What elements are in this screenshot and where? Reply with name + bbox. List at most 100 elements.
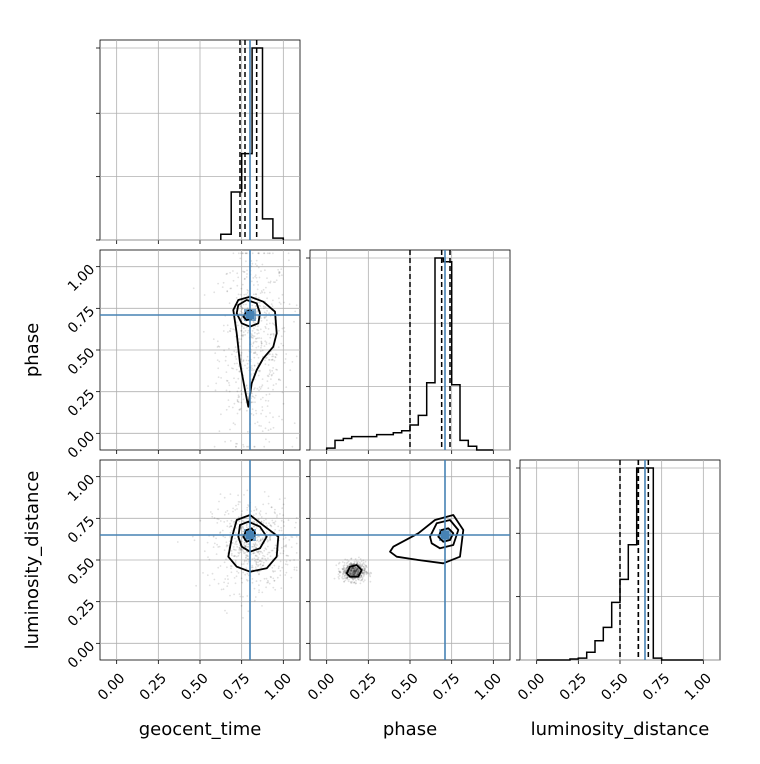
scatter-phase-geocent_time-point bbox=[241, 299, 244, 302]
y-lum-ytick-label-3: 0.75 bbox=[65, 513, 98, 546]
scatter-lum-phase-point bbox=[352, 573, 354, 575]
x-lum-xtick-label-0: 0.00 bbox=[515, 670, 548, 703]
scatter-phase-geocent_time-point bbox=[229, 330, 232, 333]
scatter-lum-phase-point bbox=[361, 563, 364, 566]
scatter-phase-geocent_time-point bbox=[256, 332, 259, 335]
scatter-lum-geocent_time-point bbox=[246, 555, 249, 557]
scatter-phase-geocent_time-point bbox=[270, 378, 272, 380]
scatter-lum-phase-point bbox=[346, 578, 349, 581]
scatter-lum-phase-point bbox=[356, 571, 359, 574]
scatter-lum-phase-point bbox=[365, 573, 368, 576]
scatter-phase-geocent_time-point bbox=[241, 334, 244, 337]
scatter-phase-geocent_time-point bbox=[260, 342, 263, 345]
scatter-lum-phase-point bbox=[351, 569, 354, 572]
scatter-lum-phase-point bbox=[345, 574, 348, 577]
scatter-lum-phase-point bbox=[350, 569, 352, 572]
scatter-lum-geocent_time-point bbox=[238, 552, 241, 555]
scatter-lum-phase-point bbox=[354, 570, 357, 573]
scatter-lum-phase-point bbox=[355, 582, 357, 585]
scatter-phase-geocent_time-point bbox=[258, 252, 260, 255]
scatter-lum-phase-point bbox=[355, 569, 358, 572]
scatter-lum-geocent_time-point bbox=[276, 514, 278, 516]
scatter-phase-geocent_time-point bbox=[261, 378, 264, 380]
scatter-lum-phase-point bbox=[356, 566, 358, 569]
scatter-lum-geocent_time-point bbox=[270, 576, 272, 579]
scatter-lum-phase-point bbox=[338, 577, 340, 580]
scatter-lum-phase-point bbox=[365, 564, 368, 567]
scatter-lum-geocent_time-point bbox=[283, 525, 285, 527]
scatter-phase-geocent_time-point bbox=[240, 389, 243, 392]
scatter-lum-geocent_time-point bbox=[261, 605, 263, 607]
scatter-lum-geocent_time-point bbox=[291, 536, 294, 539]
scatter-phase-geocent_time-point bbox=[283, 330, 286, 333]
scatter-phase-geocent_time-point bbox=[237, 252, 240, 255]
scatter-lum-geocent_time-point bbox=[261, 557, 263, 560]
scatter-lum-geocent_time-point bbox=[246, 509, 249, 511]
scatter-phase-geocent_time-point bbox=[245, 385, 248, 387]
scatter-phase-geocent_time-point bbox=[260, 341, 263, 344]
scatter-phase-geocent_time-point bbox=[251, 392, 253, 395]
scatter-phase-geocent_time-point bbox=[258, 386, 261, 388]
scatter-phase-geocent_time-point bbox=[217, 282, 220, 285]
scatter-lum-geocent_time-point bbox=[237, 516, 240, 519]
scatter-phase-geocent_time-point bbox=[256, 315, 259, 318]
scatter-phase-geocent_time-point bbox=[220, 413, 222, 416]
scatter-lum-geocent_time-point bbox=[242, 526, 244, 529]
scatter-phase-geocent_time-point bbox=[267, 281, 270, 284]
scatter-lum-geocent_time-point bbox=[239, 549, 242, 552]
scatter-phase-geocent_time-point bbox=[232, 367, 235, 370]
scatter-lum-geocent_time-point bbox=[238, 547, 241, 550]
scatter-lum-phase-point bbox=[351, 570, 353, 573]
scatter-lum-geocent_time-point bbox=[267, 545, 269, 548]
scatter-lum-geocent_time-point bbox=[280, 529, 283, 532]
scatter-lum-geocent_time-point bbox=[235, 549, 237, 551]
scatter-phase-geocent_time-point bbox=[261, 384, 264, 387]
scatter-lum-phase-axes bbox=[306, 459, 511, 664]
scatter-lum-geocent_time-point bbox=[257, 518, 260, 520]
scatter-lum-geocent_time-point bbox=[245, 578, 248, 581]
scatter-phase-geocent_time-point bbox=[263, 307, 265, 310]
scatter-phase-geocent_time-point bbox=[246, 269, 248, 272]
scatter-lum-phase-point bbox=[343, 575, 346, 578]
scatter-lum-geocent_time-point bbox=[255, 547, 258, 549]
scatter-lum-geocent_time-point bbox=[230, 550, 233, 552]
scatter-lum-phase-point bbox=[344, 572, 347, 574]
scatter-phase-geocent_time-point bbox=[251, 330, 254, 332]
scatter-lum-phase-point bbox=[348, 572, 350, 575]
scatter-lum-phase-point bbox=[368, 572, 371, 575]
scatter-lum-geocent_time-point bbox=[237, 572, 240, 574]
scatter-lum-phase-point bbox=[355, 560, 358, 563]
scatter-lum-geocent_time-point bbox=[245, 567, 248, 570]
scatter-lum-phase-point bbox=[365, 566, 368, 569]
scatter-lum-phase-point bbox=[359, 576, 362, 579]
scatter-phase-geocent_time-point bbox=[230, 287, 233, 290]
scatter-lum-phase-point bbox=[344, 572, 347, 575]
scatter-lum-phase-point bbox=[362, 565, 365, 568]
scatter-phase-geocent_time-point bbox=[273, 334, 275, 337]
scatter-lum-phase-point bbox=[343, 572, 346, 574]
scatter-lum-phase-point bbox=[356, 569, 358, 572]
scatter-lum-phase-point bbox=[355, 568, 358, 571]
scatter-phase-geocent_time-point bbox=[218, 345, 221, 348]
scatter-lum-geocent_time-point bbox=[272, 570, 274, 572]
scatter-lum-geocent_time-point bbox=[293, 566, 296, 569]
scatter-lum-geocent_time-point bbox=[282, 521, 285, 523]
scatter-lum-phase-point bbox=[362, 565, 365, 568]
scatter-lum-phase-point bbox=[349, 568, 352, 571]
scatter-lum-geocent_time-point bbox=[217, 546, 220, 548]
scatter-lum-geocent_time-point bbox=[293, 559, 295, 561]
scatter-lum-geocent_time-point bbox=[233, 593, 236, 596]
scatter-lum-geocent_time-point bbox=[223, 496, 226, 499]
scatter-lum-phase-point bbox=[357, 569, 359, 572]
scatter-lum-phase-point bbox=[349, 574, 352, 576]
scatter-phase-geocent_time-point bbox=[275, 353, 277, 355]
scatter-lum-geocent_time-point bbox=[259, 563, 262, 565]
scatter-phase-geocent_time-point bbox=[279, 379, 282, 382]
scatter-phase-geocent_time-point bbox=[251, 369, 253, 372]
scatter-lum-geocent_time-point bbox=[241, 549, 244, 552]
scatter-phase-geocent_time-point bbox=[285, 353, 288, 355]
scatter-lum-geocent_time-point bbox=[272, 586, 275, 589]
scatter-lum-phase-point bbox=[344, 570, 347, 572]
scatter-lum-phase-point bbox=[350, 567, 352, 569]
scatter-phase-geocent_time-point bbox=[252, 395, 255, 398]
